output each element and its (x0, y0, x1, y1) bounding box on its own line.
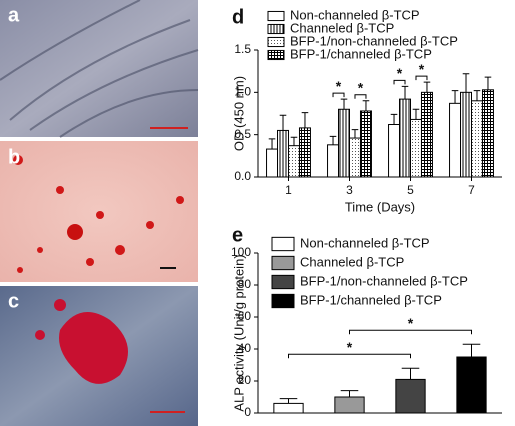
error-bar (329, 135, 337, 145)
bar (277, 129, 289, 178)
bar (410, 118, 422, 178)
bar (481, 89, 494, 178)
panel-label: a (8, 4, 20, 26)
x-tick-label: 7 (468, 183, 475, 197)
error-bar (268, 138, 276, 150)
bar (327, 144, 340, 178)
significance-label: * (408, 315, 414, 331)
significance-label: * (347, 339, 353, 355)
bar (388, 124, 401, 178)
y-tick-label: 1.0 (234, 85, 251, 99)
legend-swatch (271, 274, 295, 290)
y-tick-label: 0.0 (234, 169, 251, 183)
micrograph-a (0, 0, 199, 138)
significance-label: * (336, 78, 342, 94)
y-tick-label: 60 (238, 309, 252, 323)
error-bar (290, 136, 298, 146)
bar (273, 402, 304, 414)
significance-label: * (358, 80, 364, 96)
legend-label: Non-channeled β-TCP (290, 7, 420, 22)
significance-bracket (415, 75, 428, 81)
legend-label: Channeled β-TCP (290, 20, 394, 35)
y-tick-label: 80 (238, 277, 252, 291)
error-bar (451, 90, 459, 104)
micrograph-c (0, 286, 198, 426)
panel-label: c (8, 290, 19, 312)
legend-swatch (271, 293, 295, 309)
error-bar (279, 114, 287, 131)
bar (334, 396, 365, 414)
error-bar (401, 367, 420, 380)
error-bar (484, 76, 492, 90)
error-bar (301, 112, 309, 128)
bar (298, 127, 311, 178)
significance-bracket (288, 353, 411, 359)
y-tick-label: 40 (238, 341, 252, 355)
bar (420, 91, 433, 178)
y-axis-label: ALP activity (Unit/g protein) (231, 254, 246, 411)
legend-swatch (271, 255, 295, 271)
bar (338, 108, 350, 178)
legend-swatch (267, 49, 285, 61)
legend-label: BFP-1/non-channeled β-TCP (300, 273, 468, 288)
legend-label: BFP-1/non-channeled β-TCP (290, 33, 458, 48)
y-axis-label: OD (450 nm) (231, 76, 246, 151)
bar (456, 356, 487, 414)
error-bar (462, 73, 470, 93)
legend-swatch (271, 236, 295, 252)
error-bar (473, 90, 481, 101)
bar (460, 91, 472, 178)
error-bar (390, 113, 398, 125)
y-tick-label: 20 (238, 373, 252, 387)
significance-label: * (419, 61, 425, 77)
y-tick-label: 1.5 (234, 42, 251, 56)
x-axis-label: Time (Days) (345, 199, 415, 214)
error-bar (279, 398, 298, 404)
significance-bracket (354, 94, 367, 99)
chart-label: e (232, 224, 243, 246)
significance-bracket (332, 92, 345, 98)
bar (359, 110, 372, 178)
panel-label: b (8, 146, 20, 168)
x-tick-label: 3 (346, 183, 353, 197)
bar (349, 137, 361, 178)
bar (399, 98, 411, 178)
significance-label: * (397, 65, 403, 81)
x-tick-label: 1 (285, 183, 292, 197)
error-bar (401, 85, 409, 100)
micrograph-b (0, 141, 198, 282)
bar (471, 100, 483, 178)
error-bar (340, 98, 348, 110)
legend-swatch (267, 36, 285, 48)
legend-label: Channeled β-TCP (300, 254, 404, 269)
legend-swatch (267, 23, 285, 35)
bar (395, 378, 426, 414)
legend-label: Non-channeled β-TCP (300, 235, 430, 250)
error-bar (412, 108, 420, 120)
error-bar (462, 343, 481, 357)
bar (449, 102, 462, 178)
chart-label: d (232, 6, 244, 28)
legend-label: BFP-1/channeled β-TCP (290, 46, 432, 61)
bar (266, 148, 279, 178)
y-tick-label: 100 (231, 245, 251, 259)
bar (288, 145, 300, 178)
y-tick-label: 0 (244, 405, 251, 419)
y-tick-label: 0.5 (234, 127, 251, 141)
legend-label: BFP-1/channeled β-TCP (300, 292, 442, 307)
significance-bracket (349, 329, 472, 335)
significance-bracket (393, 79, 406, 85)
error-bar (423, 81, 431, 93)
x-tick-label: 5 (407, 183, 414, 197)
error-bar (351, 129, 359, 139)
error-bar (362, 100, 370, 111)
legend-swatch (267, 10, 285, 22)
error-bar (340, 390, 359, 397)
